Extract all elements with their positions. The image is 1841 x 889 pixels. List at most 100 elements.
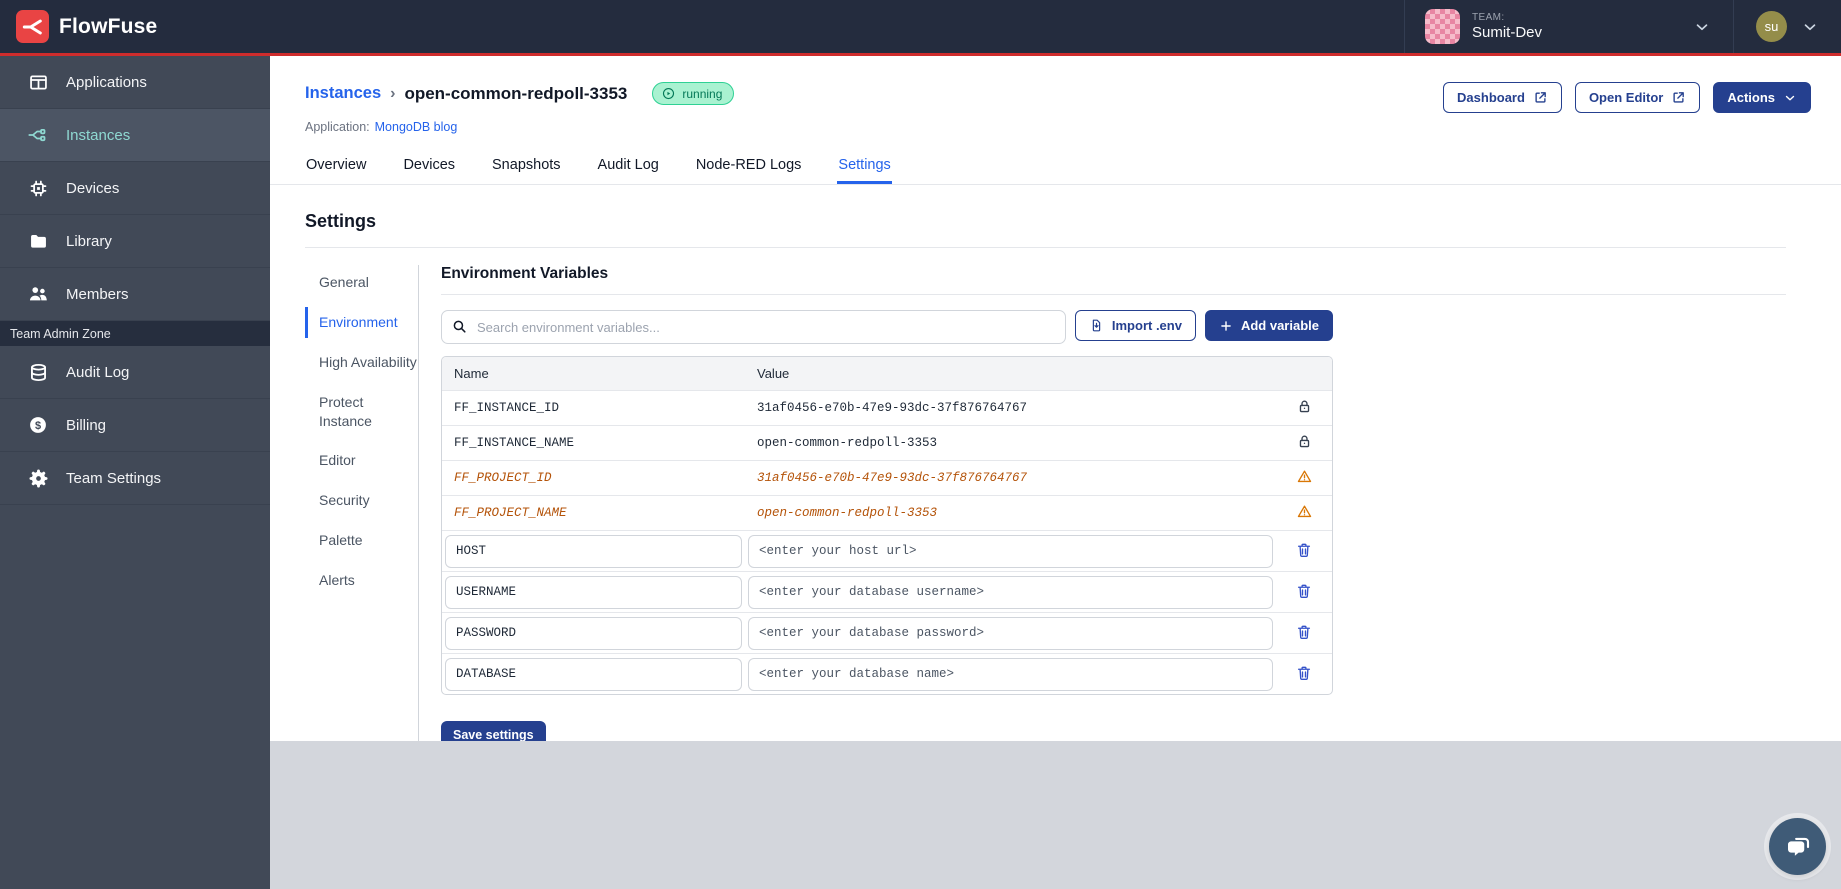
sidebar-item-instances[interactable]: Instances — [0, 109, 270, 162]
env-variable-name: FF_INSTANCE_NAME — [454, 436, 575, 450]
billing-icon: $ — [27, 414, 49, 436]
env-variable-name: FF_INSTANCE_ID — [454, 401, 560, 415]
library-icon — [27, 230, 49, 252]
application-label: Application: — [305, 120, 370, 134]
env-variable-row — [442, 653, 1332, 694]
section-title: Environment Variables — [441, 265, 1786, 295]
team-avatar — [1425, 9, 1460, 44]
sidebar-item-library[interactable]: Library — [0, 215, 270, 268]
env-value-input[interactable] — [748, 575, 1273, 609]
tab-devices[interactable]: Devices — [403, 157, 456, 173]
env-name-input[interactable] — [445, 575, 742, 609]
lock-icon — [1296, 433, 1313, 453]
settings-nav-security[interactable]: Security — [319, 492, 370, 509]
plus-icon — [1221, 320, 1231, 331]
sidebar-item-label: Library — [66, 232, 112, 250]
env-variable-value: 31af0456-e70b-47e9-93dc-37f876764767 — [757, 471, 1028, 485]
chevron-down-icon — [1785, 95, 1795, 100]
env-name-input[interactable] — [445, 657, 742, 691]
breadcrumb-instances-link[interactable]: Instances — [305, 84, 382, 102]
settings-subnav: General Environment High Availability Prote… — [305, 265, 418, 741]
instances-icon — [27, 124, 49, 146]
brand-name: FlowFuse — [59, 14, 158, 38]
team-admin-zone-label: Team Admin Zone — [0, 321, 270, 346]
gear-icon — [27, 467, 49, 489]
env-name-input[interactable] — [445, 534, 742, 568]
breadcrumb-separator: › — [390, 84, 396, 102]
tab-audit-log[interactable]: Audit Log — [597, 157, 659, 173]
warning-icon — [1296, 503, 1313, 523]
instance-header: Instances › open-common-redpoll-3353 run… — [270, 56, 1841, 134]
chat-icon — [1787, 837, 1809, 856]
env-value-input[interactable] — [748, 534, 1273, 568]
team-selector[interactable]: TEAM: Sumit-Dev — [1404, 0, 1734, 53]
env-variable-row — [442, 612, 1332, 653]
tab-snapshots[interactable]: Snapshots — [492, 157, 561, 173]
import-env-button[interactable]: Import .env — [1074, 310, 1196, 341]
sidebar-item-label: Members — [66, 285, 129, 303]
delete-variable-button[interactable] — [1295, 623, 1313, 644]
top-header: FlowFuse TEAM: Sumit-Dev su — [0, 0, 1841, 53]
settings-nav-general[interactable]: General — [319, 274, 369, 290]
chevron-down-icon — [1801, 18, 1819, 36]
env-variable-row: FF_INSTANCE_ID 31af0456-e70b-47e9-93dc-3… — [442, 390, 1332, 425]
application-link[interactable]: MongoDB blog — [374, 120, 458, 134]
settings-nav-palette[interactable]: Palette — [319, 532, 363, 549]
env-variable-value: open-common-redpoll-3353 — [757, 436, 938, 450]
flowfuse-logo-icon — [16, 10, 49, 43]
sidebar-item-audit-log[interactable]: Audit Log — [0, 346, 270, 399]
external-link-icon — [1673, 92, 1685, 103]
warning-icon — [1296, 468, 1313, 488]
actions-button[interactable]: Actions — [1713, 82, 1811, 113]
tab-node-red-logs[interactable]: Node-RED Logs — [695, 157, 802, 173]
column-header-value: Value — [757, 366, 790, 381]
sidebar-item-label: Team Settings — [66, 469, 162, 487]
tab-overview[interactable]: Overview — [306, 157, 367, 173]
sidebar-item-label: Applications — [66, 73, 147, 91]
sidebar-item-billing[interactable]: $ Billing — [0, 399, 270, 452]
settings-nav-high-availability[interactable]: High Availability — [319, 353, 417, 370]
env-variable-name: FF_PROJECT_NAME — [454, 506, 567, 520]
members-icon — [27, 283, 49, 305]
env-value-input[interactable] — [748, 657, 1273, 691]
sidebar-item-members[interactable]: Members — [0, 268, 270, 321]
env-name-input[interactable] — [445, 616, 742, 650]
brand[interactable]: FlowFuse — [16, 10, 157, 43]
sidebar-item-applications[interactable]: Applications — [0, 56, 270, 109]
sidebar-item-team-settings[interactable]: Team Settings — [0, 452, 270, 505]
search-input[interactable] — [441, 310, 1066, 344]
sidebar-item-devices[interactable]: Devices — [0, 162, 270, 215]
settings-nav-alerts[interactable]: Alerts — [319, 572, 355, 589]
delete-variable-button[interactable] — [1295, 664, 1313, 685]
save-settings-button[interactable]: Save settings — [441, 721, 546, 741]
user-avatar: su — [1756, 11, 1787, 42]
env-variable-row — [442, 571, 1332, 612]
divider — [305, 247, 1786, 248]
main-area: Instances › open-common-redpoll-3353 run… — [270, 56, 1841, 889]
brand-accent-line — [0, 53, 1841, 56]
table-header: Name Value — [442, 357, 1332, 390]
settings-content: Settings General Environment High Availabi… — [270, 185, 1841, 741]
env-variable-row: FF_PROJECT_ID 31af0456-e70b-47e9-93dc-37… — [442, 460, 1332, 495]
env-value-input[interactable] — [748, 616, 1273, 650]
settings-nav-editor[interactable]: Editor — [319, 452, 356, 469]
settings-nav-protect-instance[interactable]: Protect Instance — [319, 393, 372, 429]
settings-nav-environment[interactable]: Environment — [305, 306, 418, 338]
applications-icon — [27, 71, 49, 93]
devices-icon — [27, 177, 49, 199]
add-variable-button[interactable]: Add variable — [1204, 310, 1333, 341]
search-icon — [451, 318, 468, 340]
sidebar: Applications Instances Devices Library M… — [0, 56, 270, 889]
dashboard-button[interactable]: Dashboard — [1443, 82, 1562, 113]
delete-variable-button[interactable] — [1295, 541, 1313, 562]
env-variable-name: FF_PROJECT_ID — [454, 471, 552, 485]
open-editor-button[interactable]: Open Editor — [1574, 82, 1701, 113]
chat-widget-button[interactable] — [1769, 818, 1826, 875]
status-badge: running — [652, 82, 735, 105]
delete-variable-button[interactable] — [1295, 582, 1313, 603]
tab-settings[interactable]: Settings — [837, 146, 891, 184]
page-title: Settings — [305, 211, 377, 231]
user-menu[interactable]: su — [1734, 0, 1841, 53]
env-variable-row: FF_INSTANCE_NAME open-common-redpoll-335… — [442, 425, 1332, 460]
